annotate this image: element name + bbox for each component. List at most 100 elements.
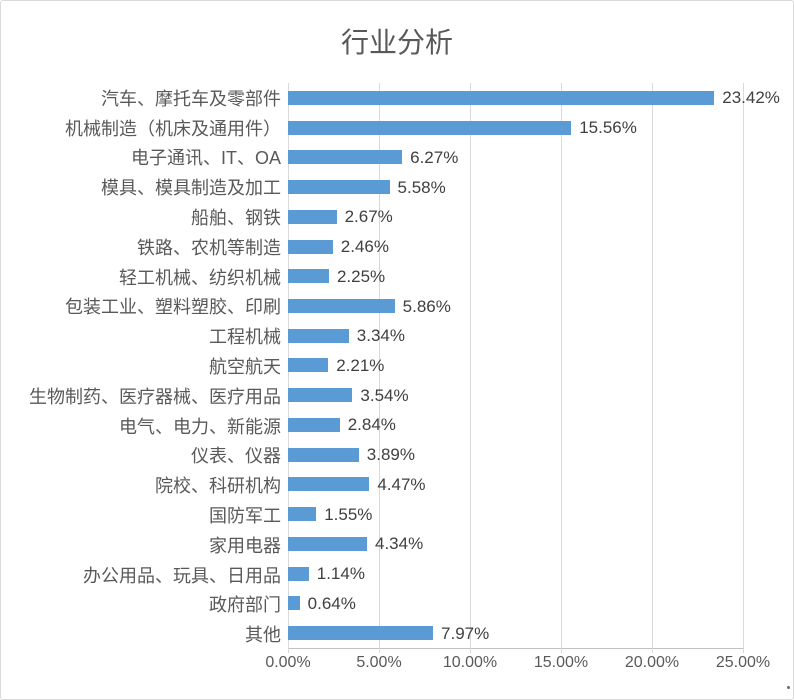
bar-row: 5.58% [288,172,793,202]
axis-tick [743,648,744,653]
bar-value-label: 23.42% [722,88,780,108]
category-label: 家用电器 [209,535,281,556]
category-label: 国防军工 [209,506,281,527]
category-label: 工程机械 [209,327,281,348]
category-label: 汽车、摩托车及零部件 [101,88,281,109]
plot-region: 汽车、摩托车及零部件机械制造（机床及通用件） 电子通讯、IT、OA 模具、模具制造及… [1,83,793,653]
gridline [743,83,744,648]
bar-row: 4.34% [288,529,793,559]
gridline [652,83,653,648]
value-axis: 0.00% 5.00% 10.00% 15.00% 20.00% 25.00% [265,654,770,676]
axis-tick [379,648,380,653]
bar-value-label: 5.58% [397,177,446,197]
bar [288,299,395,313]
bar [288,477,370,492]
bar [288,536,367,551]
x-axis-label: 20.00% [624,654,680,671]
plot-area: 23.42% 15.56% 6.27% 5.58% 2.67% 2.46% 2.25% 5.8… [288,83,780,653]
category-label: 包装工业、塑料塑胶、印刷 [65,297,281,318]
bar [288,120,572,135]
bar-row: 2.84% [288,410,793,440]
category-label: 机械制造（机床及通用件） [65,118,281,139]
bar-row: 7.97% [288,618,793,648]
category-label: 航空航天 [209,357,281,378]
category-label: 模具、模具制造及加工 [101,178,281,199]
bar-value-label: 6.27% [410,147,459,167]
bar-value-label: 4.34% [374,534,424,554]
bar [288,507,317,522]
bar-row: 3.89% [288,440,793,470]
bar [288,566,309,581]
bar-row: 1.55% [288,499,793,529]
chart-title: 行业分析 [340,27,453,58]
bar [288,328,349,343]
bar-series: 23.42% 15.56% 6.27% 5.58% 2.67% 2.46% 2.25% 5.8… [288,83,793,648]
category-label: 轻工机械、纺织机械 [119,267,281,288]
category-label: 电子通讯、IT、OA [130,148,281,169]
category-label: 仪表、仪器 [191,446,281,467]
category-label: 政府部门 [209,595,281,616]
bar-row: 0.64% [288,588,793,618]
bar-row: 5.86% [288,291,793,321]
x-axis-label: 25.00% [715,654,771,671]
bar [288,358,329,373]
bar-value-label: 2.25% [336,266,386,286]
bar [288,417,340,432]
category-label: 铁路、农机等制造 [137,237,281,258]
bar [288,150,403,165]
bar-value-label: 2.84% [347,415,396,435]
category-label: 办公用品、玩具、日用品 [83,565,281,586]
category-label: 船舶、钢铁 [191,208,281,229]
bar-value-label: 1.55% [324,504,373,524]
bar-row: 2.46% [288,232,793,262]
bar-value-label: 0.64% [307,593,356,613]
bar-value-label: 2.46% [340,237,389,257]
category-label: 院校、科研机构 [155,476,281,497]
axis-tick [470,648,471,653]
bar-value-label: 2.67% [344,207,393,227]
bar-value-label: 3.34% [356,326,405,346]
gridline [561,83,562,648]
axis-tick [652,648,653,653]
bar [288,209,337,224]
category-label: 电气、电力、新能源 [119,416,281,437]
bar-value-label: 15.56% [579,118,637,138]
bar-value-label: 7.97% [441,623,490,643]
bar [288,90,715,105]
category-label: 其他 [245,625,281,646]
bar [288,180,390,195]
axis-tick [561,648,562,653]
bar-row: 2.25% [288,261,793,291]
bar-value-label: 3.54% [360,385,409,405]
axis-tick [288,648,289,653]
x-axis-label: 5.00% [356,654,402,671]
bar-row: 3.34% [288,321,793,351]
bar-row: 2.67% [288,202,793,232]
bar [288,596,300,611]
bar [288,239,333,254]
x-axis-label: 10.00% [442,654,498,671]
bar-row: 15.56% [288,113,793,143]
bar-value-label: 4.47% [377,474,426,494]
bar [288,447,359,462]
bar-row: 1.14% [288,559,793,589]
bar-row: 23.42% [288,83,793,113]
category-label: 生物制药、医疗器械、医疗用品 [29,386,281,407]
category-axis: 汽车、摩托车及零部件机械制造（机床及通用件） 电子通讯、IT、OA 模具、模具制造及… [1,83,288,649]
bar-value-label: 1.14% [316,564,365,584]
x-axis-label: 15.00% [533,654,589,671]
gridline [379,83,380,648]
bar [288,269,329,284]
bar-value-label: 5.86% [402,296,451,316]
bar-row: 3.54% [288,380,793,410]
bar-row: 6.27% [288,142,793,172]
gridline [470,83,471,648]
bar-row: 4.47% [288,470,793,500]
corner-dot [787,686,790,689]
bar-value-label: 3.89% [366,445,415,465]
bar-row: 2.21% [288,351,793,381]
x-axis-label: 0.00% [265,654,311,671]
bar [288,388,353,403]
bar [288,626,434,641]
